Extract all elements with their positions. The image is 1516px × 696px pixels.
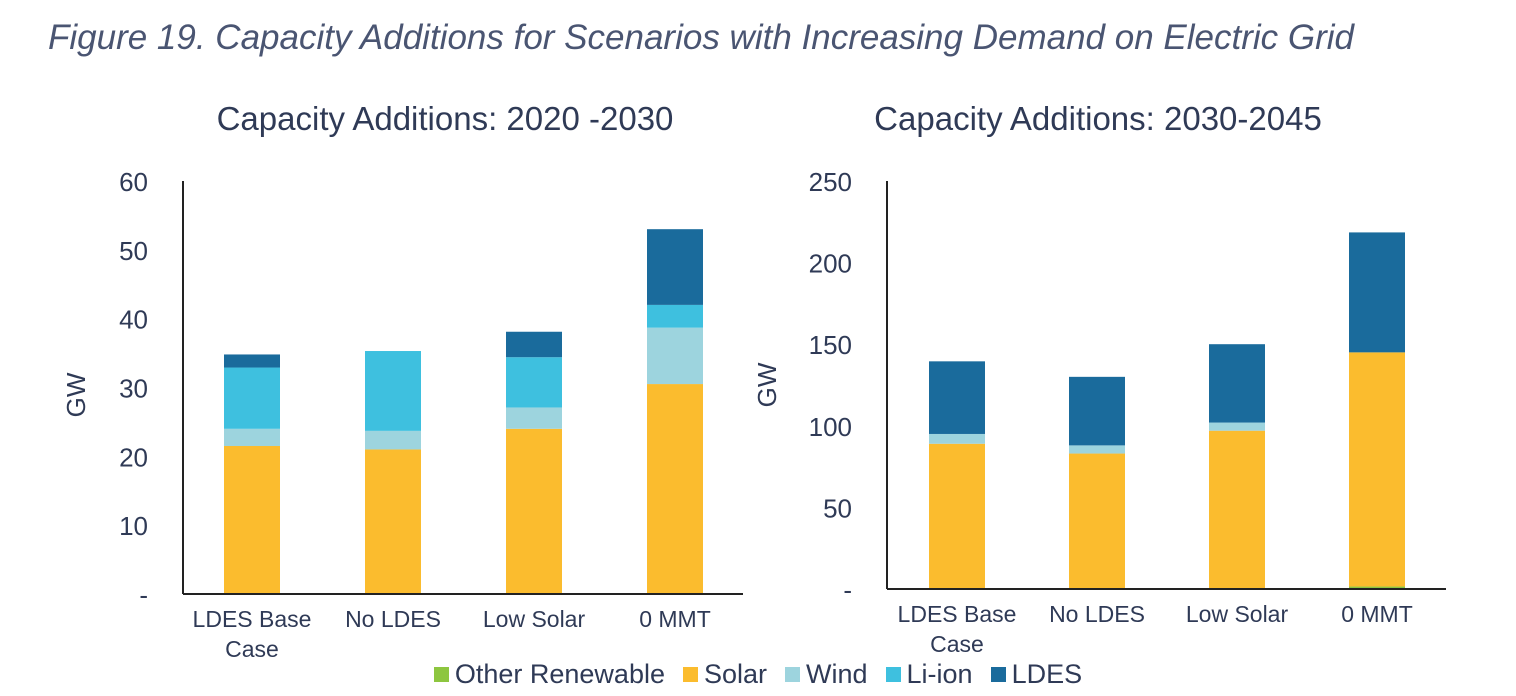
- bar-segment-li-ion: [506, 357, 562, 408]
- y-tick-label: 150: [809, 330, 852, 360]
- bar-segment-ldes: [929, 361, 985, 434]
- bar-segment-wind: [224, 428, 280, 447]
- bar-segment-solar: [1209, 430, 1265, 589]
- legend-item: Li-ion: [885, 658, 973, 690]
- bar-segment-ldes: [1349, 232, 1405, 353]
- bar-segment-ldes: [224, 354, 280, 368]
- legend-label: Wind: [806, 658, 868, 689]
- legend-label: Solar: [703, 658, 768, 689]
- figure-caption: Figure 19. Capacity Additions for Scenar…: [48, 18, 1354, 57]
- bar-segment-wind: [506, 407, 562, 429]
- bar-segment-wind: [365, 430, 421, 450]
- x-tick-label: LDES Base Case: [898, 601, 1017, 657]
- chart-title: Capacity Additions: 2020 -2030: [217, 100, 674, 137]
- legend-swatch: [990, 666, 1006, 682]
- chart-2: Capacity Additions: 2030-2045 GW - 50 100 150…: [752, 100, 1446, 657]
- y-tick-label: 20: [119, 442, 148, 472]
- legend-item: Other Renewable: [433, 658, 665, 690]
- bar-segment-solar: [224, 446, 280, 594]
- x-tick-label: 0 MMT: [1341, 601, 1413, 627]
- bar-segment-wind: [929, 433, 985, 444]
- bar-segment-wind: [1069, 445, 1125, 454]
- x-tick-label: Low Solar: [483, 606, 586, 632]
- legend-item: Solar: [682, 658, 768, 690]
- y-tick-label: 50: [823, 493, 852, 523]
- y-tick-label: 10: [119, 511, 148, 541]
- y-tick-label: 100: [809, 412, 852, 442]
- y-tick-label: 200: [809, 249, 852, 279]
- y-tick-label: 250: [809, 167, 852, 197]
- bar-segment-solar: [647, 384, 703, 594]
- x-tick-label: Low Solar: [1186, 601, 1289, 627]
- y-axis-label: GW: [61, 372, 91, 417]
- x-tick-label: No LDES: [345, 606, 441, 632]
- bar-segment-solar: [506, 428, 562, 594]
- legend-item: LDES: [990, 658, 1083, 690]
- bar-segment-solar: [929, 443, 985, 589]
- bar-segment-solar: [1349, 352, 1405, 587]
- legend-label: LDES: [1011, 658, 1083, 689]
- bar-segment-wind: [647, 327, 703, 385]
- bar-segment-li-ion: [224, 367, 280, 429]
- legend: Other Renewable Solar Wind Li-ion LDES: [0, 656, 1516, 692]
- legend-item: Wind: [785, 659, 868, 690]
- legend-swatch: [785, 666, 801, 682]
- bar-segment-ldes: [647, 229, 703, 305]
- chart-title: Capacity Additions: 2030-2045: [874, 100, 1322, 137]
- chart-1: Capacity Additions: 2020 -2030 GW - 10 20 30 4…: [61, 100, 743, 662]
- bar-segment-other-renewable: [1349, 586, 1405, 589]
- bar-segment-li-ion: [647, 304, 703, 328]
- bar-segment-ldes: [1209, 344, 1265, 423]
- bar-segment-ldes: [506, 331, 562, 358]
- bar-segment-solar: [365, 449, 421, 594]
- legend-label: Li-ion: [906, 658, 973, 689]
- y-tick-label: 40: [119, 305, 148, 335]
- y-tick-label: 30: [119, 374, 148, 404]
- bar-segment-wind: [1209, 422, 1265, 431]
- y-tick-label: 60: [119, 167, 148, 197]
- legend-label: Other Renewable: [454, 658, 665, 689]
- bar-segment-li-ion: [365, 351, 421, 431]
- y-axis-label: GW: [752, 362, 782, 407]
- legend-swatch: [682, 666, 698, 682]
- bar-segment-ldes: [1069, 376, 1125, 446]
- x-tick-label: No LDES: [1049, 601, 1145, 627]
- y-tick-label: -: [843, 575, 852, 605]
- legend-swatch: [433, 666, 449, 682]
- bar-segment-solar: [1069, 453, 1125, 589]
- y-tick-label: -: [139, 580, 148, 610]
- legend-swatch: [885, 666, 901, 682]
- y-tick-label: 50: [119, 236, 148, 266]
- x-tick-label: 0 MMT: [639, 606, 711, 632]
- x-tick-label: LDES Base Case: [193, 606, 312, 662]
